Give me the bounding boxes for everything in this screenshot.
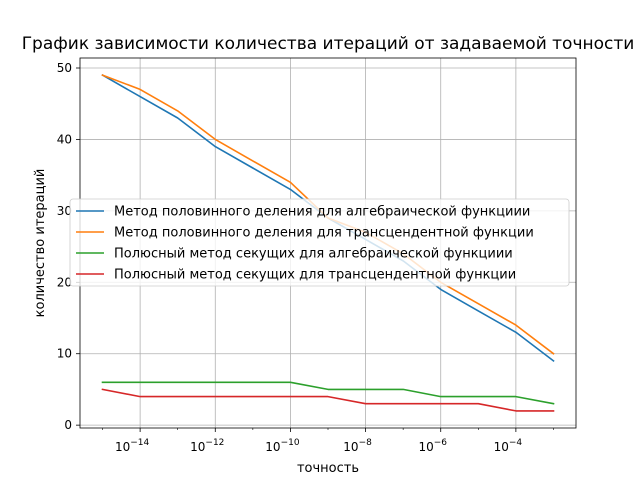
axis-ticks: 10−14 10−12 10−10 10−8 10−6 10−4 0 10 20 30 40 50: [57, 61, 554, 454]
x-axis-label: точность: [297, 461, 359, 476]
x-tick-label: 10−4: [494, 438, 523, 454]
series-line: [101, 388, 555, 412]
chart-title: График зависимости количества итераций о…: [22, 34, 635, 54]
legend-label: Метод половинного деления для трансценде…: [114, 226, 534, 241]
legend-label: Полюсный метод секущих для алгебраическо…: [114, 247, 513, 262]
y-axis-label: количество итераций: [33, 169, 48, 318]
y-tick-label: 50: [57, 61, 72, 75]
x-tick-label: 10−8: [343, 438, 372, 454]
legend: Метод половинного деления для алгебраиче…: [69, 198, 570, 287]
x-tick-label: 10−12: [190, 438, 224, 454]
legend-label: Полюсный метод секущих для трансцендентн…: [114, 268, 516, 283]
y-tick-label: 10: [57, 347, 72, 361]
x-tick-label: 10−14: [115, 438, 150, 454]
y-tick-label: 30: [57, 204, 72, 218]
x-tick-label: 10−10: [265, 438, 300, 454]
y-tick-label: 0: [64, 418, 72, 432]
y-tick-label: 20: [57, 275, 72, 289]
y-tick-label: 40: [57, 132, 72, 146]
legend-label: Метод половинного деления для алгебраиче…: [114, 205, 530, 220]
x-tick-label: 10−6: [418, 438, 447, 454]
series-line: [101, 381, 555, 405]
legend-box: [69, 198, 570, 287]
